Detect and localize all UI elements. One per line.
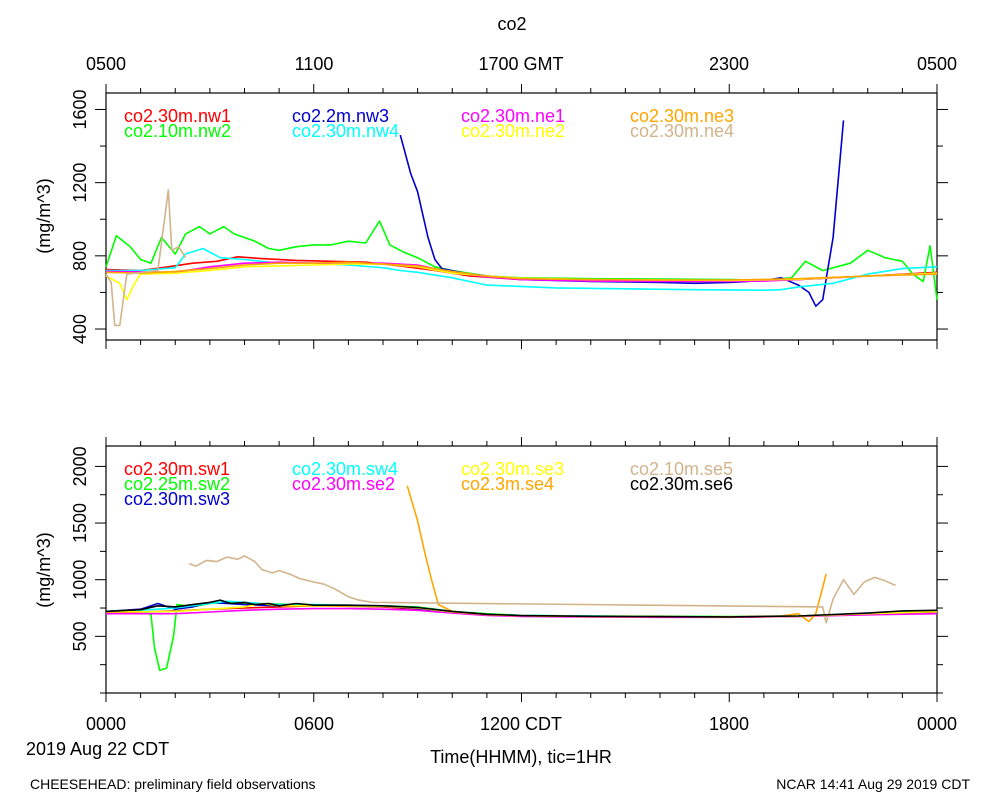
- y-tick-label: 800: [70, 241, 90, 271]
- series-line-co2-30m-ne3: [105, 261, 938, 281]
- legend-entry: co2.25m.sw2: [124, 474, 230, 494]
- series-line-co2-30m-se6: [105, 599, 938, 618]
- y-tick-label: 2000: [70, 446, 90, 486]
- top-tick-label: 0500: [917, 54, 957, 74]
- bottom-tick-label: 0600: [294, 714, 334, 734]
- lower-panel-ticks: [95, 437, 948, 702]
- top-time-axis-labels: 0500 1100 1700 GMT 2300 0500: [86, 54, 957, 74]
- legend-entry: co2.30m.se6: [630, 474, 733, 494]
- legend-entry: co2.30m.ne3: [630, 106, 734, 126]
- y-tick-label: 500: [70, 621, 90, 651]
- top-tick-label: 1100: [295, 54, 334, 74]
- legend-entry: co2.30m.se3: [461, 459, 564, 479]
- y-tick-label: 1500: [70, 503, 90, 543]
- footer-timestamp: NCAR 14:41 Aug 29 2019 CDT: [776, 776, 970, 792]
- y-tick-label: 400: [70, 314, 90, 344]
- series-line-co2-3m-se4: [406, 485, 827, 623]
- upper-panel-legend: co2.30m.nw1co2.10m.nw2co2.2m.nw3co2.30m.…: [124, 106, 734, 141]
- upper-panel-series: [105, 120, 938, 327]
- top-tick-label: 2300: [709, 54, 749, 74]
- series-line-co2-2m-nw3: [399, 120, 845, 308]
- y-tick-label: 1200: [70, 163, 90, 203]
- lower-panel-y-tick-labels: 500 1000 1500 2000: [70, 446, 90, 651]
- figure-title: co2: [497, 14, 526, 34]
- legend-entry: co2.30m.sw4: [292, 459, 398, 479]
- x-axis-label: Time(HHMM), tic=1HR: [430, 747, 612, 767]
- series-line-co2-30m-nw4: [106, 247, 938, 292]
- lower-panel-y-axis-label: (mg/m^3): [34, 532, 54, 607]
- series-line-co2-25m-sw2: [105, 601, 938, 672]
- series-line-co2-10m-se5: [188, 555, 896, 624]
- top-tick-label: 0500: [86, 54, 126, 74]
- bottom-tick-label: 0000: [917, 714, 957, 734]
- legend-entry: co2.30m.se2: [292, 474, 395, 494]
- upper-panel-y-tick-labels: 400 800 1200 1600: [70, 89, 90, 344]
- series-line-co2-30m-ne4: [105, 189, 187, 327]
- upper-panel-y-axis-label: (mg/m^3): [34, 178, 54, 253]
- series-line-co2-30m-ne2: [105, 263, 938, 301]
- date-label: 2019 Aug 22 CDT: [26, 739, 169, 759]
- upper-panel-ticks: [95, 84, 948, 349]
- upper-panel-nw-ne: 400 800 1200 1600 (mg/m^3) co2.30m.nw1co2.1…: [34, 84, 948, 349]
- bottom-time-axis-labels: 0000 0600 1200 CDT 1800 0000: [86, 714, 957, 734]
- series-line-co2-30m-ne1: [105, 261, 938, 283]
- legend-entry: co2.30m.sw1: [124, 459, 230, 479]
- legend-entry: co2.30m.nw1: [124, 106, 231, 126]
- series-line-co2-10m-nw2: [105, 220, 938, 300]
- legend-entry: co2.30m.ne2: [461, 121, 565, 141]
- legend-entry: co2.3m.se4: [461, 474, 554, 494]
- footer-project-note: CHEESEHEAD: preliminary field observatio…: [30, 776, 316, 792]
- bottom-tick-label: 1200 CDT: [480, 714, 562, 734]
- bottom-tick-label: 1800: [709, 714, 749, 734]
- legend-entry: co2.10m.se5: [630, 459, 733, 479]
- y-tick-label: 1600: [70, 89, 90, 129]
- y-tick-label: 1000: [70, 560, 90, 600]
- legend-entry: co2.30m.sw3: [124, 489, 230, 509]
- legend-entry: co2.30m.nw4: [292, 121, 399, 141]
- top-tick-label: 1700 GMT: [478, 54, 563, 74]
- legend-entry: co2.30m.ne1: [461, 106, 565, 126]
- lower-panel-series: [105, 485, 938, 672]
- bottom-tick-label: 0000: [86, 714, 126, 734]
- legend-entry: co2.2m.nw3: [292, 106, 389, 126]
- legend-entry: co2.10m.nw2: [124, 121, 231, 141]
- legend-entry: co2.30m.ne4: [630, 121, 734, 141]
